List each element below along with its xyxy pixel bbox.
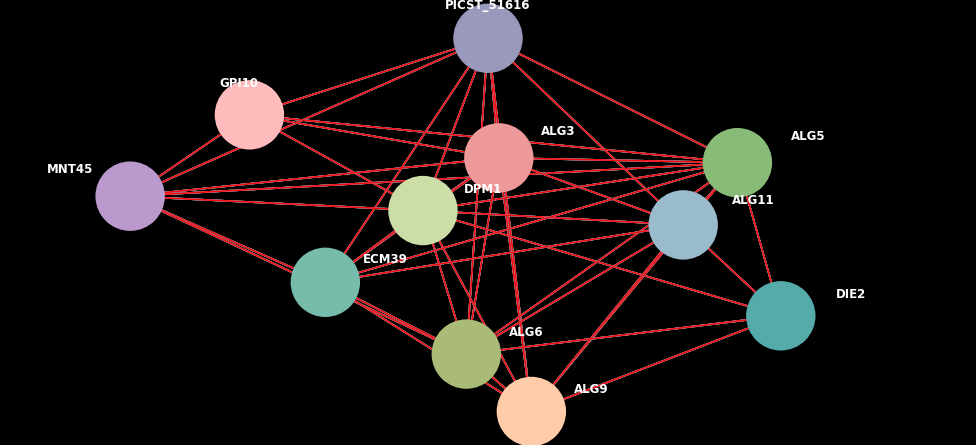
Ellipse shape	[96, 162, 165, 231]
Text: DIE2: DIE2	[836, 288, 867, 301]
Text: ALG11: ALG11	[732, 194, 775, 207]
Ellipse shape	[648, 190, 718, 259]
Text: DPM1: DPM1	[464, 182, 502, 195]
Text: MNT45: MNT45	[47, 163, 94, 176]
Text: GPI10: GPI10	[219, 77, 258, 90]
Ellipse shape	[703, 128, 772, 198]
Ellipse shape	[746, 281, 816, 351]
Ellipse shape	[497, 377, 566, 445]
Ellipse shape	[453, 4, 523, 73]
Ellipse shape	[388, 176, 458, 245]
Text: ALG3: ALG3	[542, 125, 576, 138]
Text: ECM39: ECM39	[362, 253, 407, 266]
Text: PICST_51616: PICST_51616	[445, 0, 531, 12]
Text: ALG5: ALG5	[791, 130, 826, 143]
Ellipse shape	[291, 247, 360, 317]
Text: ALG9: ALG9	[574, 384, 608, 396]
Text: ALG6: ALG6	[508, 326, 544, 339]
Ellipse shape	[431, 320, 501, 389]
Ellipse shape	[215, 80, 284, 150]
Ellipse shape	[465, 123, 534, 193]
